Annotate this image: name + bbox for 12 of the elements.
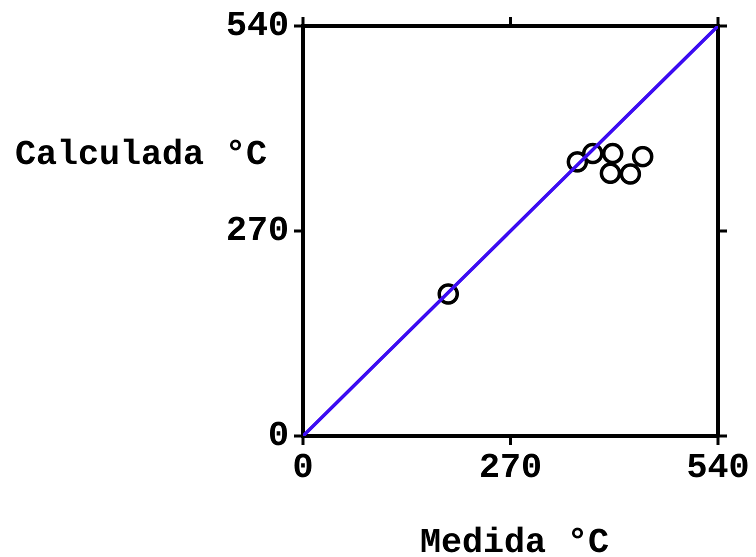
x-tick-label: 270 [478,448,542,488]
y-tick-label: 0 [268,416,289,456]
point [600,162,622,184]
y-tick-label: 270 [226,210,289,251]
x-axis-title: Medida °C [420,522,610,557]
y-axis-title: Calculada °C [15,134,268,175]
x-tick-label: 540 [686,448,750,488]
point [620,163,642,185]
y-tick-label: 540 [226,6,289,46]
x-tick-label: 0 [292,448,314,488]
point [632,146,654,168]
point [602,142,624,164]
